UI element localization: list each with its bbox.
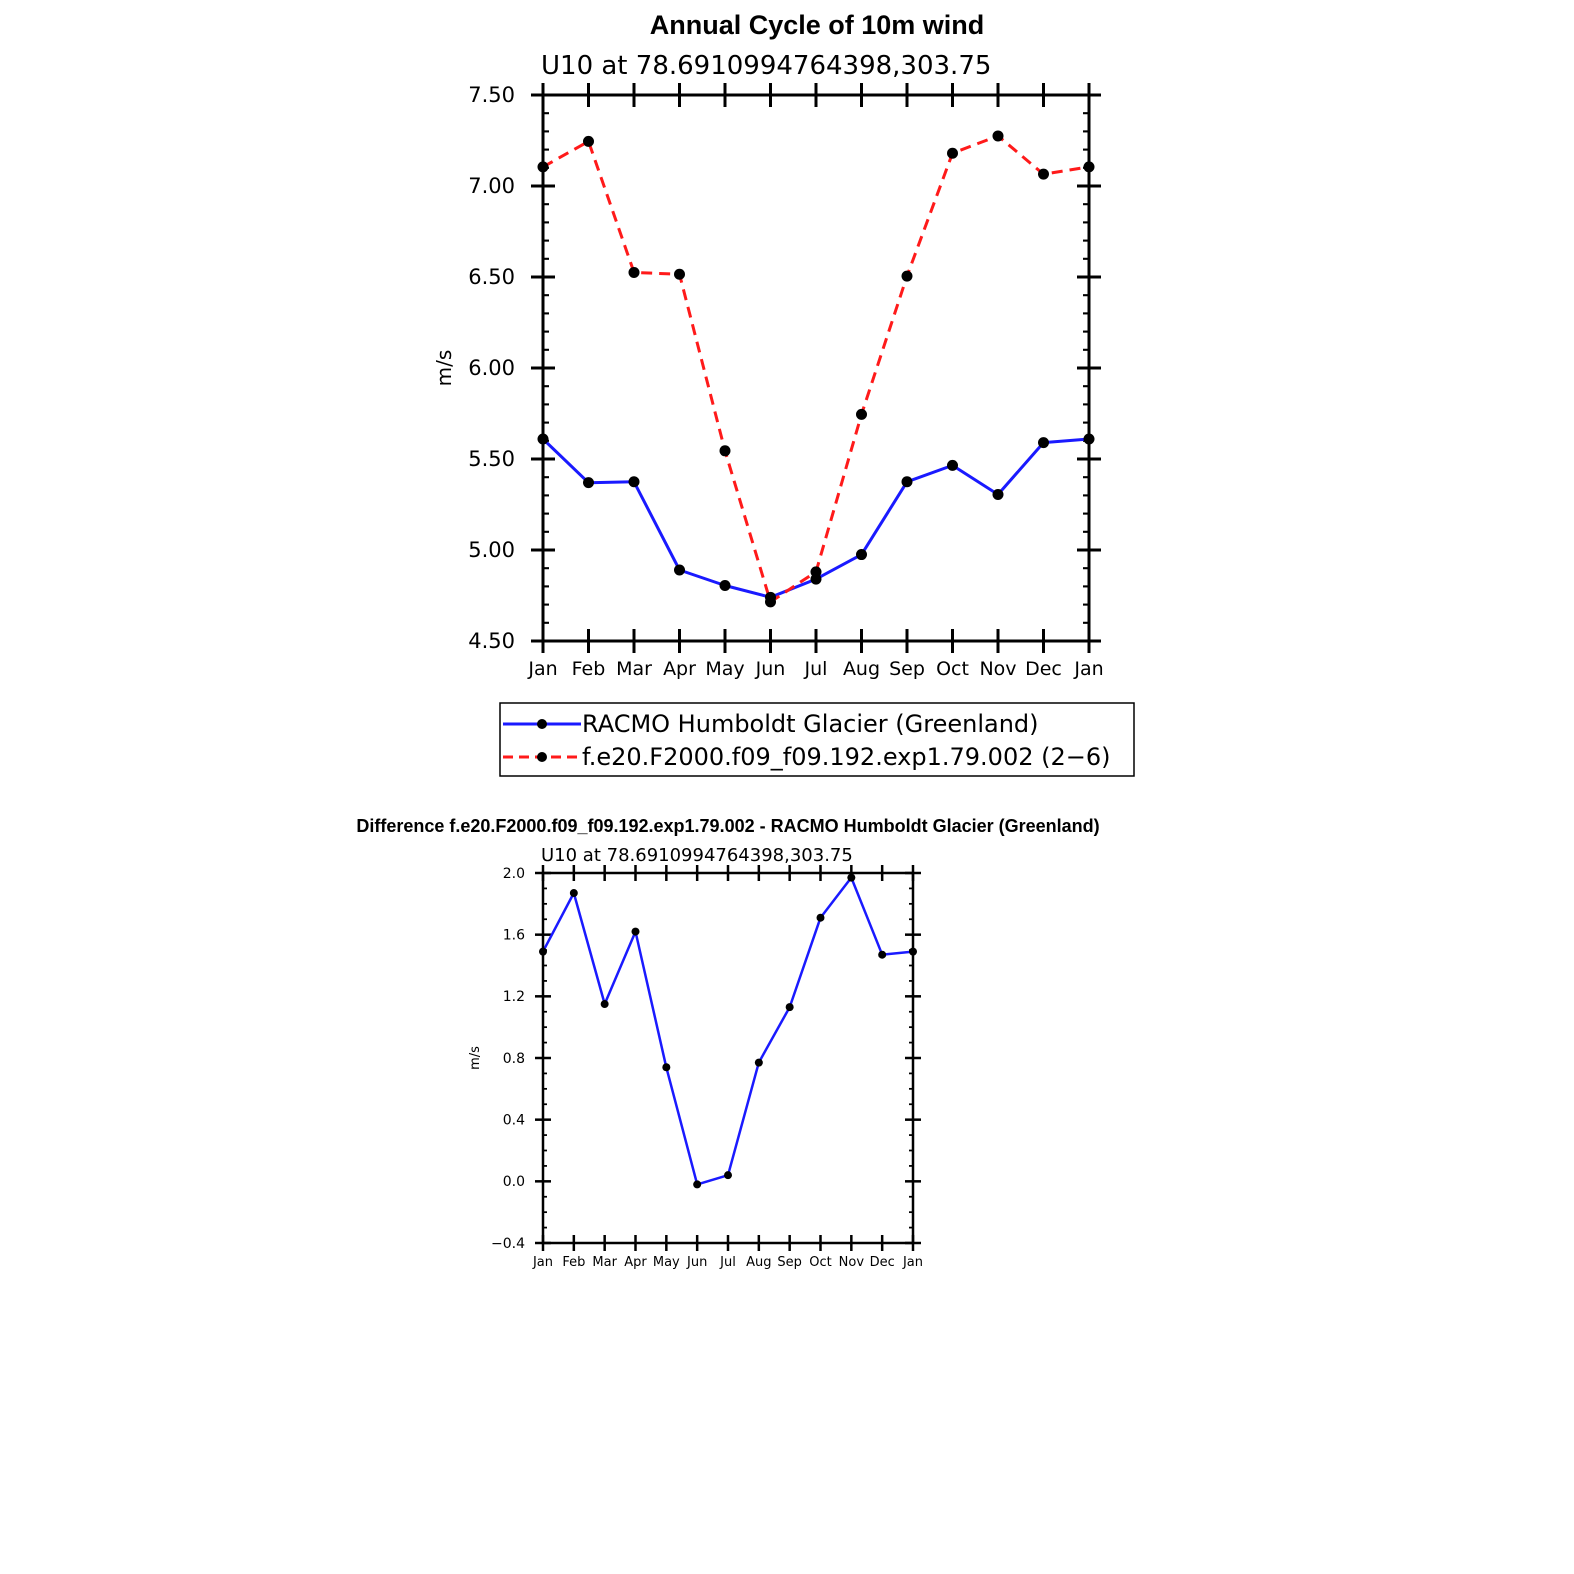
chart2-title: Difference f.e20.F2000.f09_f09.192.exp1.…: [356, 816, 1099, 836]
series-0-point: [1038, 437, 1049, 449]
x-tick-label: Aug: [746, 1255, 771, 1270]
chart2-ylabel: m/s: [468, 1046, 483, 1070]
legend-label-model: f.e20.F2000.f09_f09.192.exp1.79.002 (2−6…: [582, 743, 1110, 771]
x-tick-label: Mar: [592, 1255, 617, 1270]
legend-box: [499, 702, 1135, 777]
x-tick-label: Apr: [624, 1255, 647, 1270]
y-tick-label: 0.0: [503, 1174, 525, 1190]
series-0-point: [719, 579, 731, 591]
y-tick-label: 5.00: [468, 538, 515, 562]
x-tick-label: Mar: [616, 658, 652, 680]
series-0-point: [992, 488, 1004, 500]
series-0-point: [785, 1003, 794, 1012]
y-tick-label: −0.4: [491, 1236, 525, 1252]
chart2-ticks: [535, 865, 921, 1251]
y-tick-label: 0.4: [503, 1113, 525, 1129]
series-line-0: [541, 876, 914, 1186]
chart1-ylabel: m/s: [432, 350, 456, 387]
y-tick-label: 1.6: [503, 928, 525, 944]
series-1-point: [947, 147, 958, 159]
chart1-subtitle: U10 at 78.6910994764398,303.75: [541, 51, 991, 81]
chart1-series: [537, 130, 1095, 608]
series-1-point: [719, 445, 731, 457]
y-tick-label: 6.00: [468, 356, 515, 380]
legend-label-racmo: RACMO Humboldt Glacier (Greenland): [582, 710, 1039, 738]
series-0-point: [856, 549, 867, 561]
x-tick-label: Sep: [889, 658, 925, 680]
series-1-point: [856, 408, 867, 420]
x-tick-label: Feb: [572, 658, 606, 680]
x-tick-label: Jan: [902, 1255, 923, 1270]
x-tick-label: Oct: [936, 658, 969, 680]
series-0-point: [662, 1063, 671, 1072]
legend-marker-racmo: [537, 719, 547, 729]
x-tick-label: Feb: [562, 1255, 585, 1270]
series-line-1: [542, 134, 1090, 604]
series-1-point: [992, 130, 1004, 142]
x-tick-label: Oct: [809, 1255, 831, 1270]
x-tick-label: Jul: [719, 1255, 736, 1270]
series-0-point: [754, 1058, 763, 1067]
y-tick-label: 0.8: [503, 1051, 525, 1067]
series-1-point: [583, 135, 594, 147]
series-1-point: [628, 266, 640, 278]
series-0-point: [628, 476, 640, 488]
y-tick-label: 4.50: [468, 629, 515, 653]
series-0-point: [947, 459, 958, 471]
x-tick-label: Jan: [527, 658, 557, 680]
chart1-ytick-labels: 7.50 7.00 6.50 6.00 5.50 5.00 4.50: [468, 83, 515, 653]
series-0-point: [878, 950, 887, 959]
legend-marker-model: [537, 752, 547, 762]
series-1-point: [765, 596, 776, 608]
series-0-point: [693, 1180, 702, 1189]
series-0-point: [724, 1171, 732, 1180]
y-tick-label: 5.50: [468, 447, 515, 471]
series-1-point: [810, 566, 822, 578]
x-tick-label: Dec: [1025, 658, 1062, 680]
x-tick-label: Nov: [839, 1255, 865, 1270]
x-tick-label: Nov: [979, 658, 1016, 680]
x-tick-label: May: [705, 658, 744, 680]
y-tick-label: 7.00: [468, 174, 515, 198]
series-0-point: [569, 889, 578, 898]
x-tick-label: Jun: [686, 1255, 707, 1270]
chart2-subtitle: U10 at 78.6910994764398,303.75: [541, 845, 853, 866]
series-1-point: [901, 270, 913, 282]
x-tick-label: Jan: [1073, 658, 1103, 680]
series-0-point: [631, 927, 640, 936]
x-tick-label: Dec: [870, 1255, 895, 1270]
x-tick-label: Sep: [777, 1255, 802, 1270]
y-tick-label: 1.2: [503, 989, 525, 1005]
x-tick-label: Jul: [804, 658, 828, 680]
series-0-point: [901, 476, 913, 488]
y-tick-label: 7.50: [468, 83, 515, 107]
chart1-plot-frame: [541, 93, 1091, 643]
series-0-point: [583, 477, 594, 489]
x-tick-label: Apr: [663, 658, 696, 680]
x-tick-label: Aug: [843, 658, 880, 680]
series-1-point: [1038, 168, 1049, 180]
chart2-ytick-labels: 2.0 1.6 1.2 0.8 0.4 0.0 −0.4: [491, 866, 525, 1252]
x-tick-label: Jan: [532, 1255, 553, 1270]
x-tick-label: May: [653, 1255, 680, 1270]
chart1-xtick-labels: Jan Feb Mar Apr May Jun Jul Aug Sep Oct Nov Dec Jan: [527, 658, 1103, 680]
series-0-point: [816, 913, 825, 922]
series-0-point: [600, 1000, 609, 1009]
chart2-series: [539, 873, 917, 1189]
y-tick-label: 6.50: [468, 265, 515, 289]
x-tick-label: Jun: [755, 658, 786, 680]
chart2-xtick-labels: Jan Feb Mar Apr May Jun Jul Aug Sep Oct Nov Dec Jan: [532, 1255, 923, 1270]
chart1-legend: RACMO Humboldt Glacier (Greenland) f.e20…: [499, 702, 1135, 777]
chart1-title: Annual Cycle of 10m wind: [650, 10, 985, 40]
chart2-plot-frame: [541, 871, 915, 1245]
series-1-point: [674, 268, 685, 280]
series-0-point: [847, 873, 856, 882]
y-tick-label: 2.0: [503, 866, 525, 882]
series-0-point: [674, 564, 685, 576]
